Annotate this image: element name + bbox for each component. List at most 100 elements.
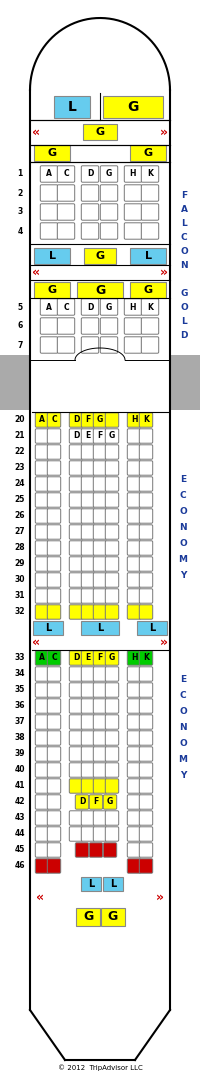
- FancyBboxPatch shape: [127, 827, 141, 841]
- Text: D: D: [180, 330, 188, 339]
- FancyBboxPatch shape: [127, 589, 141, 604]
- FancyBboxPatch shape: [105, 572, 119, 588]
- Text: 31: 31: [15, 592, 25, 600]
- FancyBboxPatch shape: [47, 509, 61, 523]
- FancyBboxPatch shape: [93, 827, 107, 841]
- Text: L: L: [110, 879, 116, 889]
- FancyBboxPatch shape: [47, 413, 61, 428]
- FancyBboxPatch shape: [57, 318, 75, 334]
- FancyBboxPatch shape: [127, 605, 141, 619]
- FancyBboxPatch shape: [141, 318, 159, 334]
- FancyBboxPatch shape: [139, 699, 153, 713]
- FancyBboxPatch shape: [139, 605, 153, 619]
- FancyBboxPatch shape: [93, 509, 107, 523]
- Text: »: »: [160, 266, 168, 279]
- Text: F: F: [181, 190, 187, 200]
- FancyBboxPatch shape: [100, 222, 118, 239]
- Text: E: E: [85, 653, 91, 662]
- Text: 3: 3: [17, 207, 23, 216]
- FancyBboxPatch shape: [127, 557, 141, 571]
- Text: C: C: [51, 416, 57, 424]
- Bar: [34, 145, 70, 161]
- Text: D: D: [73, 416, 79, 424]
- Bar: [77, 282, 123, 298]
- FancyBboxPatch shape: [139, 429, 153, 443]
- FancyBboxPatch shape: [105, 589, 119, 604]
- FancyBboxPatch shape: [139, 525, 153, 539]
- FancyBboxPatch shape: [105, 476, 119, 491]
- FancyBboxPatch shape: [40, 204, 58, 220]
- FancyBboxPatch shape: [127, 811, 141, 825]
- FancyBboxPatch shape: [69, 779, 83, 793]
- FancyBboxPatch shape: [139, 779, 153, 793]
- Text: D: D: [87, 170, 93, 178]
- FancyBboxPatch shape: [139, 683, 153, 698]
- FancyBboxPatch shape: [127, 572, 141, 588]
- FancyBboxPatch shape: [35, 859, 49, 874]
- Text: D: D: [87, 302, 93, 311]
- FancyBboxPatch shape: [93, 557, 107, 571]
- Text: F: F: [85, 416, 91, 424]
- FancyBboxPatch shape: [47, 715, 61, 729]
- Text: L: L: [45, 623, 51, 633]
- FancyBboxPatch shape: [141, 166, 159, 183]
- Text: «: «: [32, 266, 40, 279]
- FancyBboxPatch shape: [124, 318, 142, 334]
- FancyBboxPatch shape: [139, 842, 153, 858]
- FancyBboxPatch shape: [127, 541, 141, 555]
- Text: C: C: [63, 170, 69, 178]
- Bar: [170, 355, 200, 410]
- FancyBboxPatch shape: [69, 651, 83, 665]
- FancyBboxPatch shape: [139, 492, 153, 508]
- FancyBboxPatch shape: [47, 699, 61, 713]
- FancyBboxPatch shape: [127, 476, 141, 491]
- Text: G: G: [97, 416, 103, 424]
- FancyBboxPatch shape: [35, 589, 49, 604]
- FancyBboxPatch shape: [124, 166, 142, 183]
- FancyBboxPatch shape: [35, 461, 49, 475]
- Text: A: A: [46, 170, 52, 178]
- Text: 33: 33: [15, 653, 25, 662]
- FancyBboxPatch shape: [35, 666, 49, 681]
- Bar: [76, 908, 100, 926]
- FancyBboxPatch shape: [105, 827, 119, 841]
- Bar: [84, 248, 116, 264]
- FancyBboxPatch shape: [81, 731, 95, 745]
- Text: O: O: [179, 707, 187, 716]
- Text: 22: 22: [15, 447, 25, 457]
- FancyBboxPatch shape: [81, 166, 99, 183]
- FancyBboxPatch shape: [35, 429, 49, 443]
- FancyBboxPatch shape: [100, 318, 118, 334]
- FancyBboxPatch shape: [93, 605, 107, 619]
- Bar: [34, 248, 70, 264]
- FancyBboxPatch shape: [47, 429, 61, 443]
- Bar: [81, 877, 101, 891]
- FancyBboxPatch shape: [127, 509, 141, 523]
- FancyBboxPatch shape: [81, 476, 95, 491]
- FancyBboxPatch shape: [47, 795, 61, 809]
- Text: »: »: [156, 891, 164, 904]
- FancyBboxPatch shape: [81, 429, 95, 443]
- Text: E: E: [180, 475, 186, 485]
- FancyBboxPatch shape: [47, 557, 61, 571]
- FancyBboxPatch shape: [103, 795, 117, 809]
- Text: F: F: [97, 653, 103, 662]
- Text: 39: 39: [15, 750, 25, 758]
- FancyBboxPatch shape: [141, 222, 159, 239]
- FancyBboxPatch shape: [139, 509, 153, 523]
- Bar: [33, 621, 63, 635]
- FancyBboxPatch shape: [105, 429, 119, 443]
- FancyBboxPatch shape: [139, 572, 153, 588]
- FancyBboxPatch shape: [105, 762, 119, 778]
- Text: A: A: [39, 416, 45, 424]
- FancyBboxPatch shape: [69, 476, 83, 491]
- Text: G: G: [107, 797, 113, 807]
- FancyBboxPatch shape: [69, 589, 83, 604]
- FancyBboxPatch shape: [69, 572, 83, 588]
- Text: H: H: [131, 653, 137, 662]
- FancyBboxPatch shape: [81, 492, 95, 508]
- FancyBboxPatch shape: [81, 651, 95, 665]
- Text: G: G: [95, 127, 105, 137]
- FancyBboxPatch shape: [127, 842, 141, 858]
- FancyBboxPatch shape: [69, 445, 83, 459]
